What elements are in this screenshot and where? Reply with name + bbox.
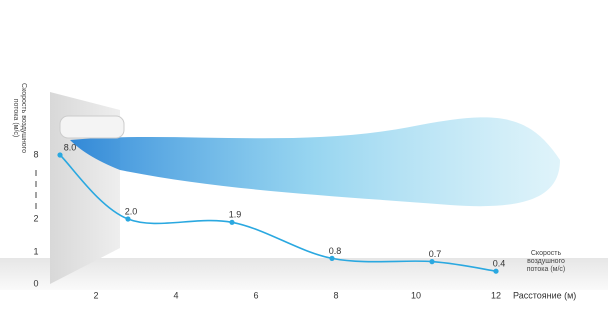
point <box>57 152 63 158</box>
x-tick-label: 10 <box>411 290 421 300</box>
x-tick-label: 6 <box>253 290 258 300</box>
data-label: 1.9 <box>229 210 242 220</box>
data-label: 8.0 <box>64 142 77 152</box>
ac-unit <box>59 115 125 139</box>
air-stream <box>70 117 560 207</box>
y-tick-label: 0 <box>33 278 38 288</box>
y-tick-label: 2 <box>33 213 38 223</box>
point <box>493 268 499 274</box>
point <box>125 216 131 222</box>
y-tick-label: 8 <box>33 149 38 159</box>
x-tick-label: 8 <box>333 290 338 300</box>
x-tick-label: 4 <box>173 290 178 300</box>
floor <box>0 258 608 290</box>
y-tick-label: 1 <box>33 246 38 256</box>
point <box>229 219 235 225</box>
y-axis-title: Скорость воздушного потока (м/с) <box>12 83 27 153</box>
point <box>329 255 335 261</box>
x-tick-label: 12 <box>491 290 501 300</box>
data-label: 2.0 <box>125 206 138 216</box>
data-label: 0.8 <box>329 246 342 256</box>
legend-entry: Скорость воздушного потока (м/с) <box>526 250 566 273</box>
data-label: 0.7 <box>429 249 442 259</box>
x-axis-title: Расстояние (м) <box>513 290 576 300</box>
x-tick-label: 2 <box>93 290 98 300</box>
point <box>429 259 435 265</box>
data-label: 0.4 <box>493 259 506 269</box>
